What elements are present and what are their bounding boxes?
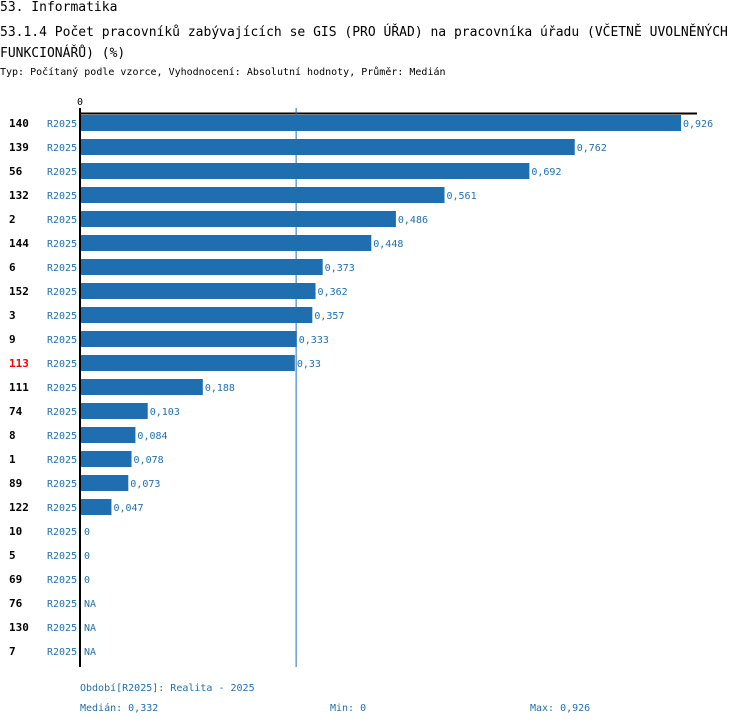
category-label: 139 <box>9 141 29 154</box>
bar <box>81 427 136 443</box>
value-label: 0,926 <box>683 119 713 130</box>
category-label: 122 <box>9 501 29 514</box>
bar <box>81 115 681 131</box>
bar <box>81 283 316 299</box>
value-label: 0,073 <box>130 479 160 490</box>
chart-subtitle: Typ: Počítaný podle vzorce, Vyhodnocení:… <box>0 67 446 78</box>
bar <box>81 235 372 251</box>
category-label: 3 <box>9 309 16 322</box>
bar <box>81 331 297 347</box>
category-label: 74 <box>9 405 23 418</box>
category-label: 5 <box>9 549 16 562</box>
value-label: 0,561 <box>446 191 476 202</box>
period-label: R2025 <box>47 263 77 274</box>
category-label: 7 <box>9 645 16 658</box>
bar <box>81 187 445 203</box>
category-label: 89 <box>9 477 22 490</box>
category-label: 69 <box>9 573 22 586</box>
period-label: R2025 <box>47 455 77 466</box>
category-label: 113 <box>9 357 29 370</box>
bar <box>81 475 129 491</box>
value-label: 0,047 <box>113 503 143 514</box>
period-label: R2025 <box>47 383 77 394</box>
category-label: 56 <box>9 165 23 178</box>
category-label: 6 <box>9 261 16 274</box>
period-label: R2025 <box>47 191 77 202</box>
period-label: R2025 <box>47 311 77 322</box>
bar <box>81 499 112 515</box>
value-label: 0,362 <box>318 287 348 298</box>
bar <box>81 307 313 323</box>
period-label: R2025 <box>47 239 77 250</box>
period-label: R2025 <box>47 647 77 658</box>
value-label: NA <box>84 599 96 610</box>
category-label: 144 <box>9 237 29 250</box>
bar <box>81 379 203 395</box>
section-title: 53. Informatika <box>0 0 118 15</box>
period-label: R2025 <box>47 623 77 634</box>
bar <box>81 451 132 467</box>
value-label: NA <box>84 647 96 658</box>
value-label: 0,333 <box>299 335 329 346</box>
period-label: R2025 <box>47 335 77 346</box>
value-label: 0,692 <box>531 167 561 178</box>
period-label: R2025 <box>47 527 77 538</box>
bar <box>81 259 323 275</box>
axis-zero-label: 0 <box>77 97 84 108</box>
bar <box>81 211 396 227</box>
category-label: 76 <box>9 597 23 610</box>
value-label: 0,357 <box>314 311 344 322</box>
value-label: 0,486 <box>398 215 428 226</box>
category-label: 1 <box>9 453 16 466</box>
category-label: 152 <box>9 285 29 298</box>
bar <box>81 163 530 179</box>
value-label: 0 <box>84 575 90 586</box>
period-note: Období[R2025]: Realita - 2025 <box>80 683 255 694</box>
category-label: 140 <box>9 117 29 130</box>
value-label: 0,448 <box>373 239 403 250</box>
period-label: R2025 <box>47 431 77 442</box>
value-label: 0 <box>84 551 90 562</box>
period-label: R2025 <box>47 167 77 178</box>
chart-title: 53.1.4 Počet pracovníků zabývajících se … <box>0 25 728 61</box>
period-label: R2025 <box>47 599 77 610</box>
value-label: 0 <box>84 527 90 538</box>
bar <box>81 403 148 419</box>
category-label: 130 <box>9 621 29 634</box>
value-label: 0,103 <box>150 407 180 418</box>
bar <box>81 355 295 371</box>
period-label: R2025 <box>47 215 77 226</box>
period-label: R2025 <box>47 503 77 514</box>
median-stat: Medián: 0,332 <box>80 703 159 714</box>
period-label: R2025 <box>47 407 77 418</box>
category-label: 132 <box>9 189 29 202</box>
value-label: 0,084 <box>137 431 167 442</box>
category-label: 10 <box>9 525 22 538</box>
period-label: R2025 <box>47 551 77 562</box>
value-label: NA <box>84 623 96 634</box>
value-label: 0,762 <box>577 143 607 154</box>
value-label: 0,078 <box>134 455 164 466</box>
category-label: 9 <box>9 333 16 346</box>
period-label: R2025 <box>47 575 77 586</box>
period-label: R2025 <box>47 143 77 154</box>
period-label: R2025 <box>47 287 77 298</box>
value-label: 0,33 <box>297 359 321 370</box>
min-stat: Min: 0 <box>330 703 367 714</box>
category-label: 2 <box>9 213 16 226</box>
value-label: 0,188 <box>205 383 235 394</box>
category-label: 111 <box>9 381 29 394</box>
period-label: R2025 <box>47 359 77 370</box>
period-label: R2025 <box>47 479 77 490</box>
value-label: 0,373 <box>325 263 355 274</box>
period-label: R2025 <box>47 119 77 130</box>
max-stat: Max: 0,926 <box>530 703 591 714</box>
category-label: 8 <box>9 429 16 442</box>
bar <box>81 139 575 155</box>
